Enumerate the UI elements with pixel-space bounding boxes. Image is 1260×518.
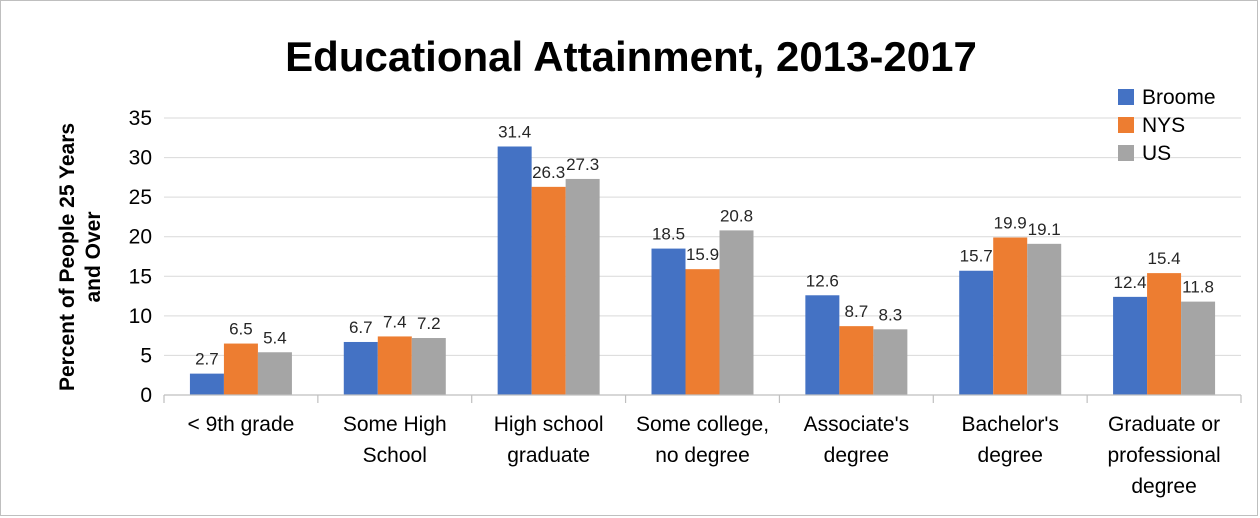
y-tick-label: 35 bbox=[129, 107, 152, 130]
bar-us-4 bbox=[873, 329, 908, 395]
bar-nys-5 bbox=[993, 237, 1028, 395]
data-label: 5.4 bbox=[263, 328, 287, 347]
data-label: 15.7 bbox=[960, 247, 993, 266]
y-tick-label: 5 bbox=[140, 344, 152, 367]
legend-label: NYS bbox=[1142, 114, 1185, 137]
x-category-label-line: High school bbox=[494, 413, 604, 436]
data-label: 6.5 bbox=[229, 320, 253, 339]
legend-swatch-us bbox=[1118, 145, 1134, 161]
legend: Broome NYS US bbox=[1118, 86, 1216, 165]
data-label: 6.7 bbox=[349, 318, 373, 337]
bar-nys-0 bbox=[223, 343, 258, 395]
data-label: 20.8 bbox=[720, 206, 753, 225]
data-label: 27.3 bbox=[566, 155, 599, 174]
bar-nys-4 bbox=[839, 326, 874, 395]
bar-nys-2 bbox=[531, 186, 566, 395]
legend-label: US bbox=[1142, 142, 1171, 165]
x-category-label-line: Bachelor's bbox=[962, 413, 1059, 436]
legend-label: Broome bbox=[1142, 86, 1216, 109]
x-category-label: Some High School bbox=[343, 413, 447, 467]
y-tick-label: 30 bbox=[129, 147, 152, 170]
x-category-label-line: no degree bbox=[655, 444, 750, 467]
y-tick-label: 15 bbox=[129, 265, 152, 288]
x-category-label: High school graduate bbox=[494, 413, 604, 467]
y-tick-label: 25 bbox=[129, 186, 152, 209]
x-axis bbox=[163, 394, 1242, 403]
x-category-label-line: degree bbox=[978, 444, 1043, 467]
data-labels: 2.7 6.5 5.4 6.7 7.4 7.2 31.4 26.3 27.3 18.515.9 20… bbox=[195, 122, 1214, 368]
x-category-label-line: Associate's bbox=[804, 413, 910, 436]
x-category-label-line: degree bbox=[824, 444, 889, 467]
data-label: 12.4 bbox=[1114, 273, 1147, 292]
data-label: 15.9 bbox=[686, 245, 719, 264]
bar-broome-4 bbox=[805, 295, 840, 395]
data-label: 26.3 bbox=[532, 163, 565, 182]
x-category-label-line: School bbox=[363, 444, 427, 467]
x-category-label: Some college, no degree bbox=[636, 413, 769, 467]
bar-us-2 bbox=[565, 178, 600, 395]
x-category-label: Associate's degree bbox=[804, 413, 910, 467]
data-label: 2.7 bbox=[195, 350, 219, 369]
y-tick-label: 20 bbox=[129, 226, 152, 249]
bar-broome-3 bbox=[651, 248, 686, 395]
data-label: 11.8 bbox=[1182, 278, 1214, 297]
y-axis-label-line: Percent of People 25 Years bbox=[56, 123, 79, 391]
legend-swatch-nys bbox=[1118, 117, 1134, 133]
data-label: 8.3 bbox=[879, 305, 903, 324]
x-category-label-line: Graduate or bbox=[1108, 413, 1220, 436]
x-category-label: < 9th grade bbox=[188, 413, 295, 436]
x-category-label: Graduate or professional degree bbox=[1107, 413, 1220, 498]
x-category-label-line: Some college, bbox=[636, 413, 769, 436]
x-category-label-line: graduate bbox=[507, 444, 590, 467]
data-label: 7.4 bbox=[383, 312, 407, 331]
data-label: 19.9 bbox=[994, 214, 1027, 233]
data-label: 12.6 bbox=[806, 271, 839, 290]
data-label: 15.4 bbox=[1148, 249, 1181, 268]
bar-us-3 bbox=[719, 230, 754, 395]
y-axis-label: Percent of People 25 Years and Over bbox=[56, 123, 105, 391]
bar-nys-3 bbox=[685, 269, 720, 395]
y-tick-label: 10 bbox=[129, 305, 152, 328]
y-axis-label-line: and Over bbox=[82, 211, 105, 302]
bar-us-6 bbox=[1181, 301, 1216, 395]
data-label: 19.1 bbox=[1028, 220, 1061, 239]
bar-us-5 bbox=[1027, 243, 1062, 395]
data-label: 31.4 bbox=[498, 122, 531, 141]
x-category-label: Bachelor's degree bbox=[962, 413, 1059, 467]
data-label: 18.5 bbox=[652, 225, 685, 244]
bar-broome-5 bbox=[959, 270, 994, 395]
chart-title: Educational Attainment, 2013-2017 bbox=[285, 33, 977, 80]
y-axis-ticks: 0 5 10 15 20 25 30 35 bbox=[129, 107, 152, 407]
bar-nys-1 bbox=[377, 336, 412, 395]
legend-swatch-broome bbox=[1118, 89, 1134, 105]
bar-broome-2 bbox=[497, 146, 532, 395]
bar-broome-0 bbox=[189, 373, 224, 395]
data-label: 8.7 bbox=[845, 302, 869, 321]
x-category-label-line: Some High bbox=[343, 413, 447, 436]
bar-broome-1 bbox=[343, 341, 378, 395]
bar-nys-6 bbox=[1147, 273, 1182, 395]
x-category-label-line: degree bbox=[1131, 475, 1196, 498]
x-category-label-line: professional bbox=[1107, 444, 1220, 467]
data-label: 7.2 bbox=[417, 314, 441, 333]
x-category-label-line: < 9th grade bbox=[188, 413, 295, 436]
bar-us-1 bbox=[411, 338, 446, 395]
y-tick-label: 0 bbox=[140, 384, 152, 407]
bar-us-0 bbox=[257, 352, 292, 395]
category-labels: < 9th grade Some High School High school gra… bbox=[188, 413, 1221, 498]
bar-broome-6 bbox=[1113, 296, 1148, 395]
bars bbox=[189, 146, 1216, 395]
